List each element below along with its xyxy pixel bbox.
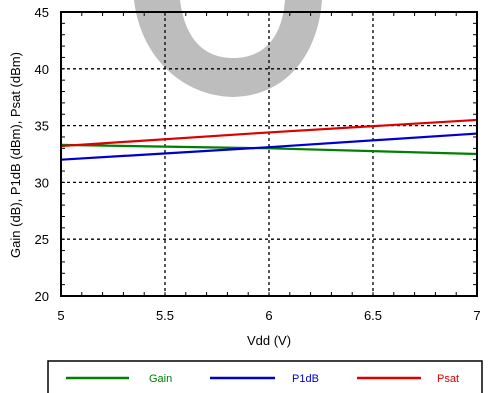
x-axis-label: Vdd (V) <box>247 333 291 348</box>
y-tick-label: 35 <box>35 119 49 134</box>
watermark-shape <box>134 0 322 97</box>
axis-ticks: 5 5.5 6 6.5 7 20 25 30 35 40 45 <box>35 5 481 323</box>
x-tick-label: 5 <box>57 308 64 323</box>
y-tick-label: 45 <box>35 5 49 20</box>
y-tick-label: 20 <box>35 289 49 304</box>
legend-label-p1db: P1dB <box>292 373 319 385</box>
y-tick-label: 30 <box>35 175 49 190</box>
x-tick-label: 6 <box>265 308 272 323</box>
series-line-p1db <box>60 132 478 161</box>
x-tick-label: 5.5 <box>156 308 174 323</box>
series-line-gain <box>60 143 478 156</box>
y-tick-label: 40 <box>35 62 49 77</box>
y-axis-label: Gain (dB), P1dB (dBm), Psat (dBm) <box>8 52 23 258</box>
legend-label-gain: Gain <box>149 373 172 385</box>
legend: Gain P1dB Psat <box>66 373 459 385</box>
series-line-psat <box>60 118 478 148</box>
legend-label-psat: Psat <box>437 373 459 385</box>
x-tick-label: 7 <box>473 308 480 323</box>
x-tick-label: 6.5 <box>364 308 382 323</box>
series-lines <box>60 118 478 161</box>
y-tick-label: 25 <box>35 232 49 247</box>
grid <box>61 12 477 296</box>
